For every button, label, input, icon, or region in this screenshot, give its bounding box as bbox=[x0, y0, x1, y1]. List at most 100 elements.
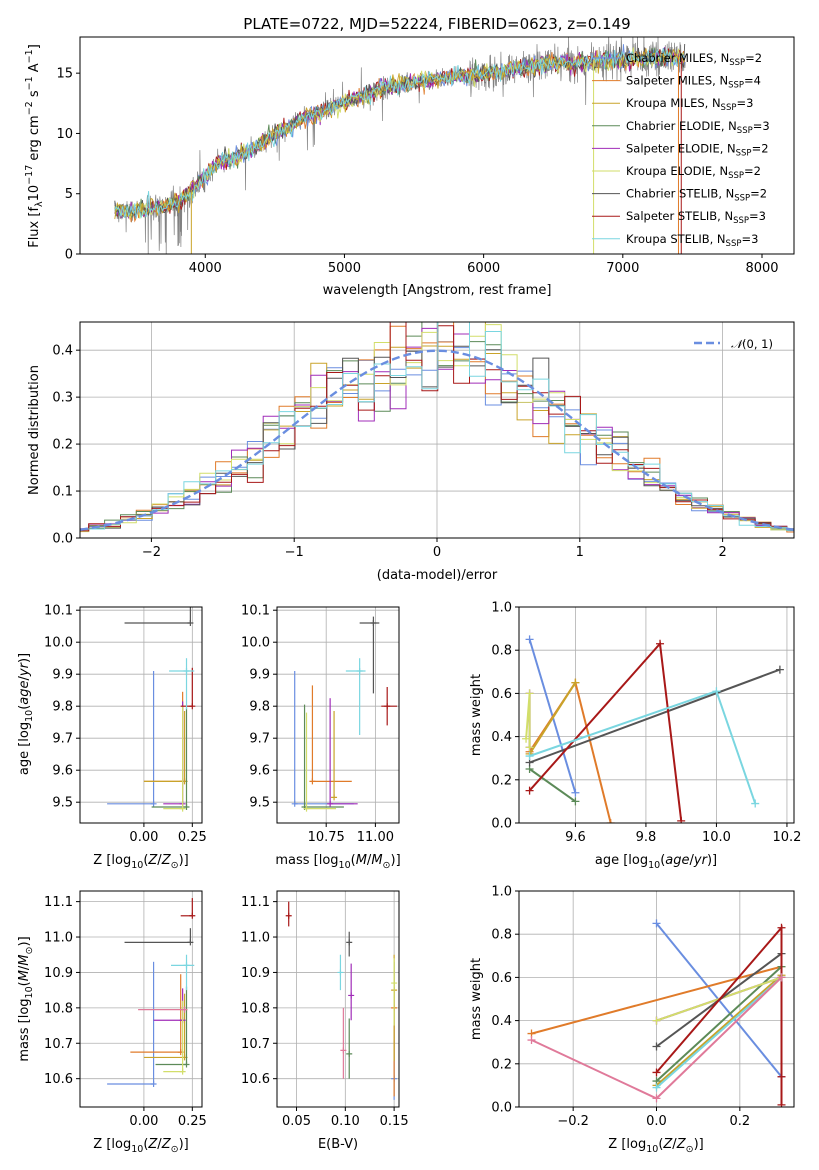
label-part: Z [log bbox=[93, 853, 131, 868]
label-part: Z bbox=[147, 853, 158, 868]
weight-point bbox=[777, 973, 786, 982]
y-axis-label: Normed distribution bbox=[27, 365, 42, 495]
axes-frame bbox=[79, 36, 795, 255]
weight-point bbox=[777, 923, 786, 932]
legend-value: =3 bbox=[753, 119, 770, 133]
label-part: ⊙ bbox=[24, 946, 35, 954]
legend-text: Chabrier STELIB, N bbox=[626, 187, 734, 201]
x-tick-label: 0.25 bbox=[178, 830, 207, 845]
legend-value: =3 bbox=[736, 96, 753, 110]
x-tick-label: 6000 bbox=[467, 261, 500, 276]
data-point bbox=[285, 912, 292, 919]
label-part: Z [log bbox=[93, 1137, 131, 1152]
data-point bbox=[309, 778, 316, 785]
legend-label: Salpeter MILES, NSSP=4 bbox=[626, 74, 761, 91]
label-part: )] bbox=[17, 653, 32, 663]
label-part: Z bbox=[161, 853, 172, 868]
x-tick-label: −2 bbox=[142, 545, 161, 560]
y-tick-label: 11.0 bbox=[44, 931, 73, 946]
legend-label: Kroupa MILES, NSSP=3 bbox=[626, 96, 753, 113]
x-tick-label: −0.2 bbox=[557, 1114, 589, 1129]
data-point bbox=[181, 1006, 188, 1013]
plot-area bbox=[522, 635, 784, 823]
weight-point bbox=[677, 816, 686, 823]
axes-frame bbox=[79, 606, 203, 824]
data-point bbox=[291, 800, 298, 807]
y-tick-label: 11.1 bbox=[44, 895, 73, 910]
y-tick-label: 1.0 bbox=[491, 601, 512, 616]
model-spectrum-line bbox=[114, 48, 685, 218]
y-tick-label: 0.2 bbox=[52, 438, 73, 453]
data-point bbox=[337, 969, 344, 976]
y-tick-label: 0.0 bbox=[491, 817, 512, 832]
panel-mass-vs-EBV: 0.05 0.10 0.15 10.6 10.7 10.8 10.9 11.0 11.1 E(B-… bbox=[241, 890, 409, 1152]
y-tick-label: 0.6 bbox=[491, 687, 512, 702]
y-tick-label: 10.6 bbox=[241, 1072, 270, 1087]
label-part: ( bbox=[658, 1137, 663, 1152]
label-part: ⊙ bbox=[171, 860, 179, 871]
plot-area bbox=[107, 898, 196, 1087]
legend-subscript: SSP bbox=[733, 216, 749, 226]
legend-subscript: SSP bbox=[736, 148, 752, 158]
label-part: 10 bbox=[24, 986, 35, 998]
plot-area bbox=[527, 919, 786, 1107]
legend-subscript: SSP bbox=[728, 81, 744, 91]
label-part: )] bbox=[391, 853, 401, 868]
label-part: 10 bbox=[24, 710, 35, 722]
y-tick-label: 0.0 bbox=[491, 1101, 512, 1116]
label-part: mass [log bbox=[275, 853, 338, 868]
x-tick-label: 2 bbox=[718, 545, 726, 560]
label-part: / bbox=[157, 853, 162, 868]
legend-label: Kroupa STELIB, NSSP=3 bbox=[626, 232, 758, 249]
legend-text: Kroupa ELODIE, N bbox=[626, 164, 728, 178]
label-part: 10 bbox=[131, 860, 143, 871]
label-part: 10 bbox=[646, 1144, 658, 1155]
weight-point bbox=[571, 788, 580, 797]
label-part: Z [log bbox=[608, 1137, 646, 1152]
model-spectrum-line bbox=[114, 46, 686, 220]
data-point bbox=[327, 800, 334, 807]
weight-point bbox=[525, 752, 534, 761]
data-point bbox=[384, 703, 391, 710]
y-tick-label: 0.6 bbox=[491, 971, 512, 986]
label-part: 10 bbox=[648, 860, 660, 871]
y-tick-label: 0.0 bbox=[52, 532, 73, 547]
y-axis-label: mass weight bbox=[469, 674, 484, 756]
legend-value: =4 bbox=[744, 74, 761, 88]
weight-series-line bbox=[655, 974, 783, 1087]
panel-mass-weight-vs-age: 9.6 9.8 10.0 10.2 0.0 0.2 0.4 0.6 0.8 1.0 age [log… bbox=[469, 601, 801, 872]
normal-curve bbox=[80, 349, 794, 531]
y-tick-label: 11.0 bbox=[241, 931, 270, 946]
legend-value: =3 bbox=[749, 209, 766, 223]
x-tick-label: 11.00 bbox=[357, 830, 394, 845]
x-tick-label: 7000 bbox=[606, 261, 639, 276]
y-tick-label: 0 bbox=[65, 248, 73, 263]
legend-value: =2 bbox=[750, 187, 767, 201]
plot-area bbox=[285, 901, 398, 1100]
x-tick-label: 0.0 bbox=[646, 1114, 667, 1129]
label-part: age bbox=[17, 680, 32, 704]
plot-area bbox=[291, 616, 398, 812]
weight-point bbox=[775, 665, 784, 674]
weight-point bbox=[525, 743, 534, 752]
legend-text: Kroupa STELIB, N bbox=[626, 232, 726, 246]
y-tick-label: 10.1 bbox=[241, 604, 270, 619]
data-point bbox=[189, 912, 196, 919]
y-tick-label: 0.4 bbox=[52, 344, 73, 359]
y-tick-label: 9.5 bbox=[249, 796, 270, 811]
y-tick-label: 9.6 bbox=[249, 764, 270, 779]
x-tick-label: 4000 bbox=[189, 261, 222, 276]
weight-series-line bbox=[655, 925, 783, 1105]
weight-point bbox=[652, 1094, 661, 1103]
data-point bbox=[183, 668, 190, 674]
legend-text: Salpeter MILES, N bbox=[626, 74, 728, 88]
weight-series-line bbox=[529, 689, 757, 804]
label-part: / bbox=[690, 853, 695, 868]
y-tick-label: 10.7 bbox=[44, 1037, 73, 1052]
axes-frame bbox=[518, 606, 795, 824]
x-axis-label: E(B-V) bbox=[318, 1137, 358, 1152]
label-part: ] bbox=[27, 44, 42, 49]
label-part: λ bbox=[34, 201, 45, 207]
weight-point bbox=[571, 797, 580, 806]
label-part: Z bbox=[676, 1137, 687, 1152]
